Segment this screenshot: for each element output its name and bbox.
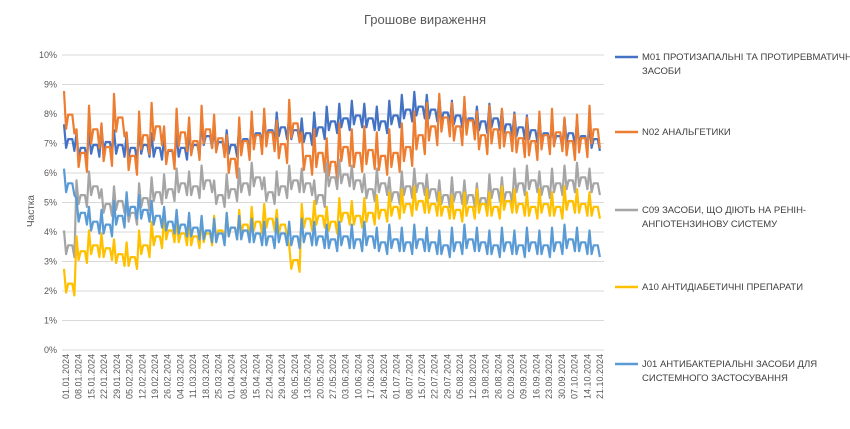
x-tick-label: 22.07.2024 bbox=[430, 354, 440, 399]
y-tick-label: 7% bbox=[44, 139, 57, 149]
y-tick-label: 5% bbox=[44, 198, 57, 208]
x-tick-label: 01.04.2024 bbox=[226, 354, 236, 399]
x-tick-label: 11.03.2024 bbox=[188, 354, 198, 398]
x-tick-label: 24.06.2024 bbox=[379, 354, 389, 399]
x-tick-label: 13.05.2024 bbox=[303, 354, 313, 399]
x-tick-label: 29.04.2024 bbox=[277, 354, 287, 399]
y-axis-ticks: 0% 1% 2% 3% 4% 5% 6% 7% 8% 9% 10% bbox=[39, 50, 57, 355]
series-lines bbox=[62, 90, 601, 297]
x-tick-label: 12.08.2024 bbox=[468, 354, 478, 399]
y-tick-label: 1% bbox=[44, 316, 57, 326]
x-tick-label: 15.04.2024 bbox=[252, 354, 262, 399]
x-tick-label: 02.09.2024 bbox=[506, 354, 516, 399]
legend-label: C09 ЗАСОБИ, ЩО ДІЮТЬ НА РЕНІН- bbox=[642, 205, 806, 216]
x-tick-label: 04.03.2024 bbox=[175, 354, 185, 399]
x-tick-label: 22.01.2024 bbox=[99, 354, 109, 399]
x-tick-label: 08.04.2024 bbox=[239, 354, 249, 399]
x-tick-label: 26.02.2024 bbox=[163, 354, 173, 399]
legend-label: J01 АНТИБАКТЕРІАЛЬНІ ЗАСОБИ ДЛЯ bbox=[642, 359, 817, 370]
y-tick-label: 6% bbox=[44, 168, 57, 178]
x-tick-label: 20.05.2024 bbox=[315, 354, 325, 399]
y-tick-label: 8% bbox=[44, 109, 57, 119]
x-tick-label: 18.03.2024 bbox=[201, 354, 211, 399]
y-axis-label: Частка bbox=[26, 195, 37, 227]
y-tick-label: 10% bbox=[39, 50, 57, 60]
x-tick-label: 15.07.2024 bbox=[417, 354, 427, 399]
x-tick-label: 15.01.2024 bbox=[86, 354, 96, 399]
x-tick-label: 01.07.2024 bbox=[392, 354, 402, 399]
x-tick-label: 26.08.2024 bbox=[493, 354, 503, 399]
x-tick-label: 07.10.2024 bbox=[570, 354, 580, 399]
x-tick-label: 25.03.2024 bbox=[214, 354, 224, 399]
series-line bbox=[62, 168, 601, 259]
x-tick-label: 01.01.2024 bbox=[61, 354, 71, 399]
series-line bbox=[62, 90, 601, 164]
x-tick-label: 08.01.2024 bbox=[74, 354, 84, 399]
y-tick-label: 9% bbox=[44, 80, 57, 90]
x-tick-label: 29.07.2024 bbox=[442, 354, 452, 399]
legend-label: A10 АНТИДІАБЕТИЧНІ ПРЕПАРАТИ bbox=[642, 282, 803, 293]
legend: M01 ПРОТИЗАПАЛЬНІ ТА ПРОТИРЕВМАТИЧНІ ЗАСО… bbox=[615, 52, 850, 384]
x-tick-label: 12.02.2024 bbox=[137, 354, 147, 399]
x-tick-label: 08.07.2024 bbox=[404, 354, 414, 399]
x-tick-label: 16.09.2024 bbox=[531, 354, 541, 399]
legend-label: АНГІОТЕНЗИНОВУ СИСТЕМУ bbox=[642, 219, 778, 230]
legend-label: ЗАСОБИ bbox=[642, 66, 681, 77]
legend-label: M01 ПРОТИЗАПАЛЬНІ ТА ПРОТИРЕВМАТИЧНІ bbox=[642, 52, 850, 63]
y-tick-label: 4% bbox=[44, 227, 57, 237]
chart-title: Грошове вираження bbox=[364, 12, 486, 27]
x-tick-label: 14.10.2024 bbox=[582, 354, 592, 399]
x-axis-ticks: 01.01.2024 08.01.2024 15.01.2024 22.01.2024… bbox=[61, 354, 605, 399]
x-tick-label: 05.02.2024 bbox=[125, 354, 135, 399]
x-tick-label: 19.02.2024 bbox=[150, 354, 160, 399]
x-tick-label: 09.09.2024 bbox=[519, 354, 529, 399]
x-tick-label: 30.09.2024 bbox=[557, 354, 567, 399]
x-tick-label: 05.08.2024 bbox=[455, 354, 465, 399]
y-tick-label: 3% bbox=[44, 257, 57, 267]
x-tick-label: 21.10.2024 bbox=[595, 354, 605, 399]
x-tick-label: 22.04.2024 bbox=[264, 354, 274, 399]
x-tick-label: 19.08.2024 bbox=[481, 354, 491, 399]
y-tick-label: 0% bbox=[44, 345, 57, 355]
x-tick-label: 27.05.2024 bbox=[328, 354, 338, 399]
series-line bbox=[62, 158, 601, 259]
series-line bbox=[62, 185, 601, 297]
x-tick-label: 10.06.2024 bbox=[353, 354, 363, 399]
x-tick-label: 23.09.2024 bbox=[544, 354, 554, 399]
x-tick-label: 29.01.2024 bbox=[112, 354, 122, 399]
legend-label: N02 АНАЛЬГЕТИКИ bbox=[642, 127, 731, 138]
legend-label: СИСТЕМНОГО ЗАСТОСУВАННЯ bbox=[642, 373, 788, 384]
x-tick-label: 03.06.2024 bbox=[341, 354, 351, 399]
x-tick-label: 17.06.2024 bbox=[366, 354, 376, 399]
x-tick-label: 06.05.2024 bbox=[290, 354, 300, 399]
y-tick-label: 2% bbox=[44, 286, 57, 296]
series-line bbox=[62, 90, 601, 182]
